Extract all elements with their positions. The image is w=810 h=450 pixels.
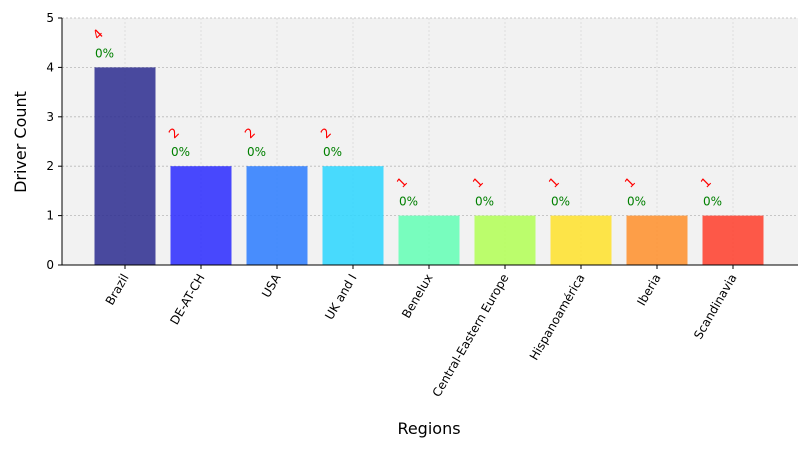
bar-percent-label: 0% (475, 195, 494, 209)
bar (626, 215, 688, 265)
x-tick-label: Iberia (634, 272, 663, 309)
bar (550, 215, 612, 265)
y-tick-label: 1 (46, 209, 54, 223)
bars (94, 67, 764, 266)
axes (61, 18, 798, 266)
x-ticks: Brazil DE-AT-CH USA UK and I BeneluxCentral-… (103, 265, 740, 399)
bar-percent-label: 0% (95, 46, 114, 60)
bar (474, 215, 536, 265)
bar-percent-label: 0% (171, 145, 190, 159)
y-axis-title: Driver Count (11, 91, 30, 193)
bar-percent-label: 0% (551, 195, 570, 209)
x-tick-label: UK and I (322, 272, 359, 323)
x-tick-label: Central-Eastern Europe (430, 272, 512, 400)
x-tick-label: USA (259, 271, 284, 300)
x-tick-label: Brazil (103, 272, 132, 308)
y-tick-label: 2 (46, 159, 54, 173)
bar-percent-label: 0% (627, 195, 646, 209)
bar (170, 166, 232, 265)
x-tick-label: Benelux (399, 272, 435, 321)
bar-percent-label: 0% (399, 195, 418, 209)
y-tick-label: 4 (46, 60, 54, 74)
bar (322, 166, 384, 265)
bar (94, 67, 156, 266)
bar (246, 166, 308, 265)
bar-percent-label: 0% (323, 145, 342, 159)
x-tick-label: Hispanoamérica (527, 272, 588, 363)
y-ticks: 0 1 2 3 4 5 (46, 11, 62, 272)
y-tick-label: 0 (46, 258, 54, 272)
x-axis-title: Regions (397, 419, 460, 438)
bar (702, 215, 764, 265)
bar-percent-label: 0% (247, 145, 266, 159)
bar (398, 215, 460, 265)
y-tick-label: 5 (46, 11, 54, 25)
x-tick-label: Scandinavia (691, 272, 740, 342)
bar-percent-label: 0% (703, 195, 722, 209)
x-tick-label: DE-AT-CH (167, 272, 207, 328)
y-tick-label: 3 (46, 110, 54, 124)
